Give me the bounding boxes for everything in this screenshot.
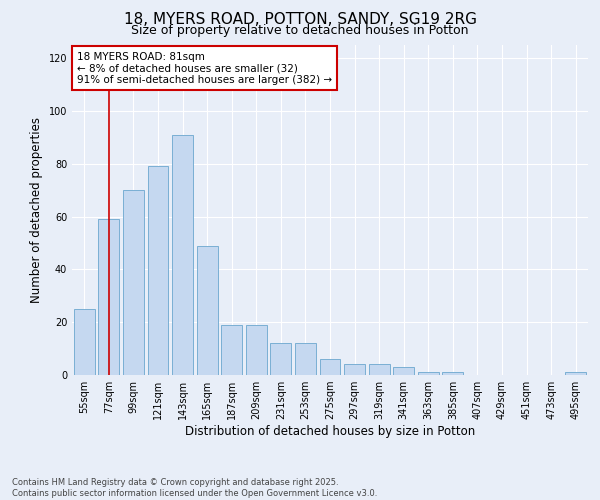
- Text: Size of property relative to detached houses in Potton: Size of property relative to detached ho…: [131, 24, 469, 37]
- Bar: [344, 364, 365, 375]
- Bar: [148, 166, 169, 375]
- X-axis label: Distribution of detached houses by size in Potton: Distribution of detached houses by size …: [185, 425, 475, 438]
- Bar: [98, 219, 119, 375]
- Bar: [197, 246, 218, 375]
- Bar: [368, 364, 389, 375]
- Text: 18, MYERS ROAD, POTTON, SANDY, SG19 2RG: 18, MYERS ROAD, POTTON, SANDY, SG19 2RG: [124, 12, 476, 28]
- Bar: [172, 135, 193, 375]
- Y-axis label: Number of detached properties: Number of detached properties: [30, 117, 43, 303]
- Bar: [74, 309, 95, 375]
- Bar: [295, 344, 316, 375]
- Bar: [123, 190, 144, 375]
- Bar: [271, 344, 292, 375]
- Text: 18 MYERS ROAD: 81sqm
← 8% of detached houses are smaller (32)
91% of semi-detach: 18 MYERS ROAD: 81sqm ← 8% of detached ho…: [77, 52, 332, 85]
- Bar: [442, 372, 463, 375]
- Bar: [565, 372, 586, 375]
- Bar: [418, 372, 439, 375]
- Bar: [246, 325, 267, 375]
- Bar: [221, 325, 242, 375]
- Bar: [393, 367, 414, 375]
- Text: Contains HM Land Registry data © Crown copyright and database right 2025.
Contai: Contains HM Land Registry data © Crown c…: [12, 478, 377, 498]
- Bar: [320, 359, 340, 375]
